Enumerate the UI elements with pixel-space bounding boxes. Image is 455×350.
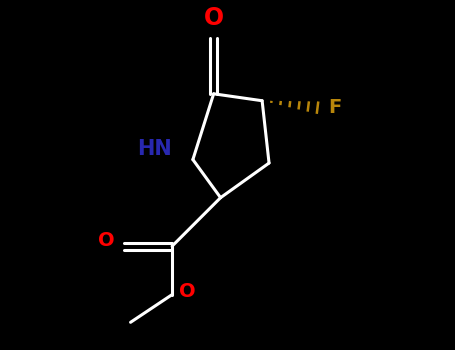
Text: O: O xyxy=(98,231,115,251)
Text: HN: HN xyxy=(137,139,172,159)
Text: O: O xyxy=(179,282,196,301)
Text: F: F xyxy=(328,98,341,117)
Text: O: O xyxy=(203,6,224,30)
